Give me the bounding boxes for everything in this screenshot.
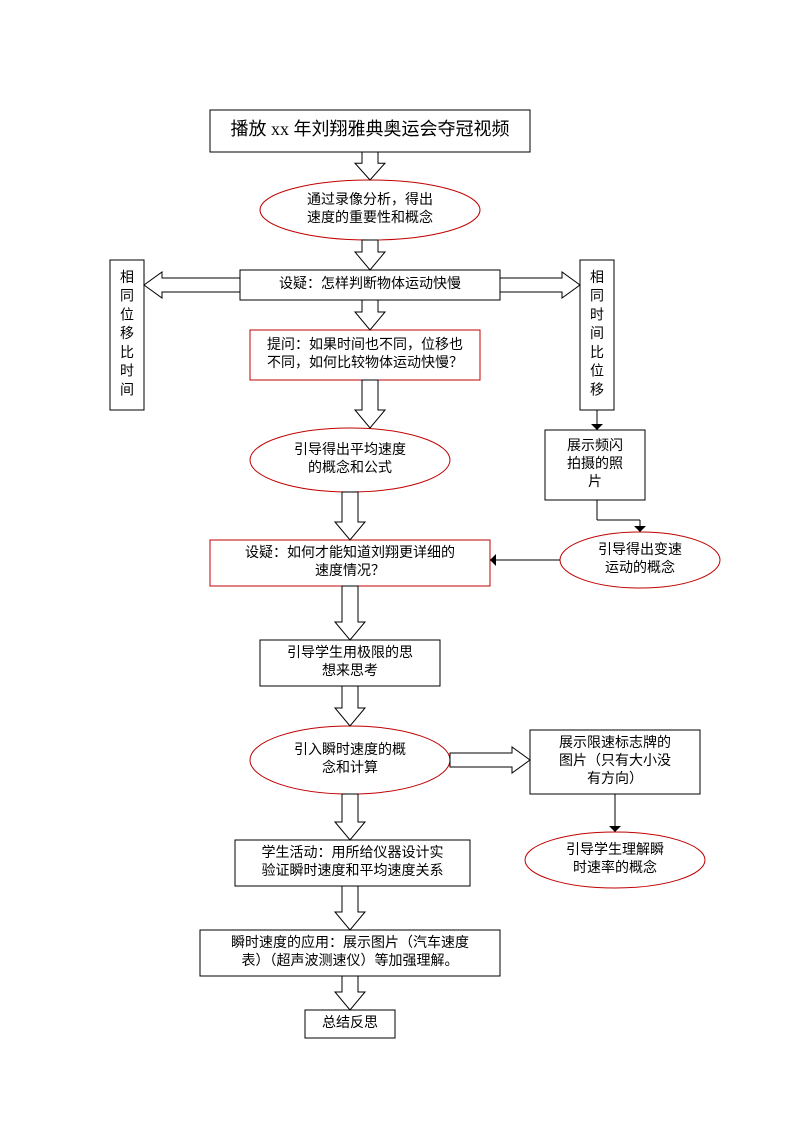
svg-text:间: 间 <box>120 382 134 398</box>
arrow-down <box>355 240 385 270</box>
svg-text:同: 同 <box>590 290 604 305</box>
svg-text:引导学生理解瞬: 引导学生理解瞬 <box>566 842 664 858</box>
svg-text:位: 位 <box>120 307 134 323</box>
svg-text:提问：如果时间也不同，位移也: 提问：如果时间也不同，位移也 <box>267 337 463 353</box>
arrow-down <box>335 794 365 840</box>
flowchart: 播放 xx 年刘翔雅典奥运会夺冠视频通过录像分析，得出速度的重要性和概念设疑：怎… <box>0 0 800 1132</box>
arrow-h <box>450 747 530 773</box>
svg-text:念和计算: 念和计算 <box>322 759 378 776</box>
svg-text:展示频闪: 展示频闪 <box>567 438 623 454</box>
svg-text:比: 比 <box>120 345 134 361</box>
svg-text:相: 相 <box>120 270 134 286</box>
arrowhead <box>609 826 621 832</box>
arrow-h <box>144 272 240 298</box>
svg-text:时: 时 <box>590 307 604 323</box>
svg-text:运动的概念: 运动的概念 <box>605 559 675 576</box>
svg-text:设疑：如何才能知道刘翔更详细的: 设疑：如何才能知道刘翔更详细的 <box>245 544 455 561</box>
arrow-down <box>335 976 365 1010</box>
arrowhead <box>490 554 496 566</box>
svg-text:不同，如何比较物体运动快慢？: 不同，如何比较物体运动快慢？ <box>267 354 463 371</box>
svg-text:同: 同 <box>120 290 134 305</box>
svg-text:比: 比 <box>590 345 604 361</box>
svg-text:引导学生用极限的思: 引导学生用极限的思 <box>287 645 413 661</box>
arrow-down <box>335 886 365 930</box>
svg-text:移: 移 <box>120 326 134 342</box>
svg-text:速度的重要性和概念: 速度的重要性和概念 <box>307 209 433 226</box>
svg-text:的概念和公式: 的概念和公式 <box>308 459 392 476</box>
arrow-h <box>500 272 580 298</box>
arrow-down <box>355 300 385 330</box>
arrowhead <box>591 424 603 430</box>
nRe <box>560 532 720 588</box>
arrow-down <box>355 152 385 180</box>
svg-text:引导得出变速: 引导得出变速 <box>598 541 682 558</box>
svg-text:图片（只有大小没: 图片（只有大小没 <box>559 753 671 769</box>
svg-text:时速率的概念: 时速率的概念 <box>573 859 657 876</box>
arrow-down <box>335 686 365 726</box>
arrow-down <box>335 586 365 640</box>
svg-text:引导得出平均速度: 引导得出平均速度 <box>294 441 406 458</box>
svg-text:片: 片 <box>588 474 602 490</box>
svg-text:移: 移 <box>590 382 604 398</box>
svg-text:引入瞬时速度的概: 引入瞬时速度的概 <box>294 742 406 758</box>
svg-text:验证瞬时速度和平均速度关系: 验证瞬时速度和平均速度关系 <box>262 863 444 879</box>
svg-text:学生活动：用所给仪器设计实: 学生活动：用所给仪器设计实 <box>262 845 444 861</box>
svg-text:拍摄的照: 拍摄的照 <box>567 456 623 472</box>
n8 <box>250 726 450 794</box>
n2 <box>260 180 480 240</box>
arrow-down <box>355 380 385 428</box>
svg-text:展示限速标志牌的: 展示限速标志牌的 <box>559 734 671 751</box>
svg-text:相: 相 <box>590 270 604 286</box>
arrowhead <box>634 526 646 532</box>
svg-text:想来思考: 想来思考 <box>322 663 378 679</box>
svg-text:通过录像分析，得出: 通过录像分析，得出 <box>307 191 433 208</box>
svg-text:有方向）: 有方向） <box>587 771 643 787</box>
svg-text:间: 间 <box>590 326 604 342</box>
svg-text:瞬时速度的应用：展示图片（汽车速度: 瞬时速度的应用：展示图片（汽车速度 <box>231 934 469 951</box>
svg-text:设疑：怎样判断物体运动快慢: 设疑：怎样判断物体运动快慢 <box>279 275 461 292</box>
nR2e <box>525 832 705 888</box>
svg-text:表）（超声波测速仪）等加强理解。: 表）（超声波测速仪）等加强理解。 <box>242 952 459 969</box>
svg-text:时: 时 <box>120 364 134 380</box>
svg-text:速度情况？: 速度情况？ <box>315 563 385 579</box>
svg-text:总结反思: 总结反思 <box>322 1015 378 1031</box>
n5 <box>250 428 450 492</box>
arrow-down <box>335 492 365 540</box>
svg-text:位: 位 <box>590 364 604 380</box>
svg-text:播放 xx 年刘翔雅典奥运会夺冠视频: 播放 xx 年刘翔雅典奥运会夺冠视频 <box>231 119 510 139</box>
